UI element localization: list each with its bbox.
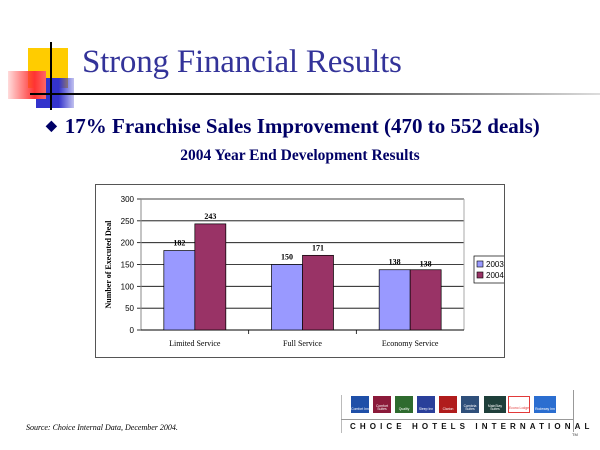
brand-logo-cambria-suites: Cambria Suites [461,396,479,413]
chart-heading: 2004 Year End Development Results [180,147,420,164]
bar-2003-limited-service [163,250,196,331]
brand-logo-label: Clarion [442,407,454,412]
brand-logo-sleep-inn: Sleep Inn [417,396,435,413]
brand-logo-label: Sleep Inn [418,407,434,412]
y-tick-label: 100 [121,282,135,291]
title-underline [30,93,600,95]
brand-logo-strip [341,390,574,432]
bar-2003-economy-service [378,269,411,331]
data-label: 150 [281,253,293,262]
data-label: 138 [389,258,401,267]
brand-logo-comfort-inn: Comfort Inn [351,396,369,413]
brand-logo-label: MainStay Suites [487,403,503,412]
bar-2003-full-service [271,264,303,331]
chart-frame: 0 50 100 150 200 250 300 Number of Executed Dea… [95,184,505,358]
legend-label-2004: 2004 [486,271,504,280]
brand-logo-label: Cambria Suites [463,403,477,412]
data-label: 243 [204,212,216,221]
brand-logo-label: Comfort Suites [375,403,389,412]
brand-logo-label: Econo Lodge [509,406,529,411]
legend-swatch-2003 [476,260,484,268]
y-tick-label: 150 [121,261,135,270]
brand-logo-label: Quality [398,407,410,412]
brand-logo-econo-lodge: Econo Lodge [508,396,530,413]
data-label: 182 [173,239,185,248]
bullet-text: 17% Franchise Sales Improvement (470 to … [64,114,540,138]
y-tick-label: 300 [121,195,135,204]
y-tick-label: 0 [130,326,135,335]
brand-logo-quality: Quality [395,396,413,413]
bar-2004-full-service [302,254,334,331]
x-tick-label: Full Service [283,339,322,348]
logo-strip-rule [341,419,573,420]
y-tick-label: 50 [125,304,134,313]
y-tick-label: 200 [121,239,135,248]
legend-box [473,255,504,284]
y-tick-label: 250 [121,217,135,226]
x-tick-label: Limited Service [169,339,221,348]
brand-logo-label: Comfort Inn [351,407,369,412]
brand-logo-label: Rodeway Inn [535,407,555,412]
data-label: 138 [420,260,432,269]
bullet-point: ◆ 17% Franchise Sales Improvement (470 to… [46,114,540,139]
data-label: 171 [312,243,324,252]
brand-logo-rodeway-inn: Rodeway Inn [534,396,556,413]
bar-2004-economy-service [409,269,442,331]
brand-logo-comfort-suites: Comfort Suites [373,396,391,413]
brand-logo-mainstay-suites: MainStay Suites [484,396,506,413]
brand-logo-clarion: Clarion [439,396,457,413]
y-axis-label: Number of Executed Deal [104,220,113,309]
bar-2004-limited-service [194,223,227,331]
company-name: CHOICE HOTELS INTERNATIONAL [350,422,594,431]
source-note: Source: Choice Internal Data, December 2… [26,423,178,432]
diamond-bullet-icon: ◆ [46,119,57,134]
decor-vertical-line [50,42,52,110]
logo-strip-left-rule [341,395,342,433]
x-tick-label: Economy Service [382,339,439,348]
trademark-mark: TM [572,432,578,437]
legend-label-2003: 2003 [486,260,504,269]
bar-chart: 0 50 100 150 200 250 300 Number of Executed Dea… [104,195,504,348]
legend-swatch-2004 [476,271,484,279]
slide-title: Strong Financial Results [82,44,402,80]
